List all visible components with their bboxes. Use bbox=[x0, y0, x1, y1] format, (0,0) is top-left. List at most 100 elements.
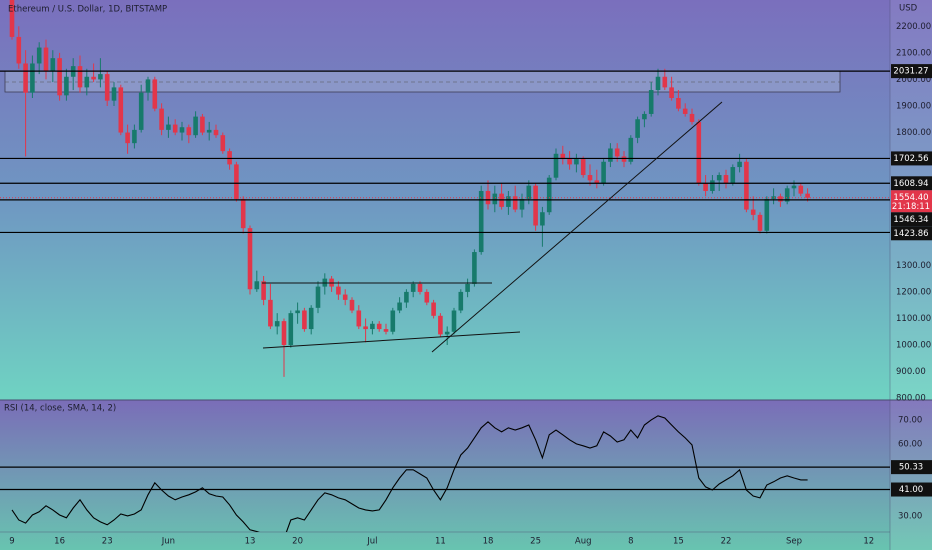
candle-body bbox=[152, 79, 158, 109]
candle-body bbox=[424, 291, 430, 303]
candle-body bbox=[635, 119, 640, 138]
candle-body bbox=[138, 92, 144, 130]
y-tick-label: 2200.00 bbox=[896, 22, 931, 32]
candle-body bbox=[193, 116, 198, 136]
candle-body bbox=[764, 198, 770, 231]
candle-body bbox=[492, 193, 498, 205]
price-plot bbox=[0, 0, 890, 377]
candle-body bbox=[737, 161, 742, 168]
candle-body bbox=[798, 185, 804, 194]
candle-body bbox=[404, 291, 409, 303]
candle-body bbox=[43, 47, 49, 72]
candle-body bbox=[580, 159, 586, 176]
candle-body bbox=[512, 196, 518, 210]
chart-title: Ethereum / U.S. Dollar, 1D, BITSTAMP bbox=[8, 5, 167, 15]
y-tick-label: 1100.00 bbox=[896, 314, 931, 324]
rsi-title: RSI (14, close, SMA, 14, 2) bbox=[4, 404, 116, 414]
candle-body bbox=[696, 121, 702, 184]
y-tick-label: 1900.00 bbox=[896, 101, 931, 111]
candle-body bbox=[744, 161, 749, 210]
y-tick-label: 2000.00 bbox=[896, 75, 931, 85]
candle-body bbox=[315, 286, 321, 308]
candle-body bbox=[200, 116, 205, 133]
y-tick-label: 1300.00 bbox=[896, 261, 931, 271]
candle-body bbox=[84, 76, 90, 88]
candle-body bbox=[397, 302, 402, 311]
candle-body bbox=[179, 127, 185, 133]
level-label: 1608.94 bbox=[893, 179, 928, 189]
candle-body bbox=[268, 299, 273, 327]
candle-body bbox=[750, 209, 756, 215]
candle-body bbox=[356, 310, 362, 327]
candle-body bbox=[676, 98, 681, 109]
candle-body bbox=[642, 113, 647, 120]
candle-body bbox=[342, 294, 348, 300]
candle-body bbox=[703, 183, 708, 191]
rsi-pane bbox=[0, 400, 932, 550]
candle-body bbox=[771, 196, 776, 199]
level-label: 1554.40 bbox=[893, 193, 928, 203]
candle-body bbox=[621, 156, 627, 162]
y-tick-label: 800.00 bbox=[896, 394, 926, 404]
x-tick-label: Sep bbox=[786, 537, 802, 547]
x-tick-label: 18 bbox=[483, 537, 494, 547]
x-tick-label: 8 bbox=[628, 537, 633, 547]
candle-body bbox=[77, 66, 83, 88]
candle-body bbox=[281, 321, 287, 346]
candle-body bbox=[206, 129, 212, 133]
candle-body bbox=[36, 47, 42, 64]
candle-body bbox=[261, 281, 266, 300]
candle-body bbox=[438, 315, 443, 335]
candle-body bbox=[166, 124, 171, 130]
candle-body bbox=[30, 63, 35, 93]
level-label: 50.33 bbox=[899, 463, 923, 473]
candle-body bbox=[601, 161, 606, 184]
candle-body bbox=[145, 79, 151, 93]
level-label-box bbox=[891, 482, 932, 497]
trendline bbox=[431, 101, 723, 353]
candle-body bbox=[689, 113, 695, 122]
candle-body bbox=[465, 283, 470, 292]
candle-body bbox=[723, 175, 729, 184]
candle-body bbox=[383, 329, 389, 332]
candle-body bbox=[16, 36, 22, 64]
candle-body bbox=[50, 58, 56, 72]
x-tick-label: 13 bbox=[245, 537, 256, 547]
candle-body bbox=[526, 185, 532, 199]
candle-body bbox=[662, 76, 668, 88]
candle-body bbox=[308, 307, 314, 330]
countdown: 21:18:11 bbox=[892, 202, 930, 212]
candle-body bbox=[574, 159, 579, 165]
candle-body bbox=[336, 286, 341, 295]
candle-body bbox=[64, 76, 69, 96]
y-tick-label: 1200.00 bbox=[896, 287, 931, 297]
candle-body bbox=[648, 90, 654, 114]
candle-body bbox=[791, 185, 797, 189]
candle-body bbox=[213, 129, 219, 136]
candle-body bbox=[506, 196, 511, 207]
candle-body bbox=[9, 0, 15, 37]
candle-body bbox=[431, 302, 436, 316]
candle-body bbox=[682, 108, 688, 114]
candle-body bbox=[710, 180, 715, 191]
candle-body bbox=[417, 283, 423, 292]
candle-body bbox=[472, 252, 477, 284]
candle-body bbox=[118, 87, 124, 133]
x-tick-label: 12 bbox=[863, 537, 874, 547]
x-tick-label: 9 bbox=[9, 537, 14, 547]
x-tick-label: 16 bbox=[54, 537, 65, 547]
level-label-box bbox=[891, 64, 932, 79]
level-label-box bbox=[891, 460, 932, 475]
candle-body bbox=[587, 175, 593, 181]
level-label: 2031.27 bbox=[893, 67, 928, 77]
candle-body bbox=[594, 180, 600, 184]
candle-body bbox=[451, 310, 457, 332]
x-tick-label: 20 bbox=[292, 537, 303, 547]
level-label: 1702.56 bbox=[893, 154, 928, 164]
candle-body bbox=[247, 228, 253, 290]
x-tick-label: Jun bbox=[161, 537, 175, 547]
candle-body bbox=[560, 153, 566, 160]
level-label: 1546.34 bbox=[893, 215, 928, 225]
candle-body bbox=[716, 175, 722, 181]
candle-body bbox=[288, 313, 294, 346]
